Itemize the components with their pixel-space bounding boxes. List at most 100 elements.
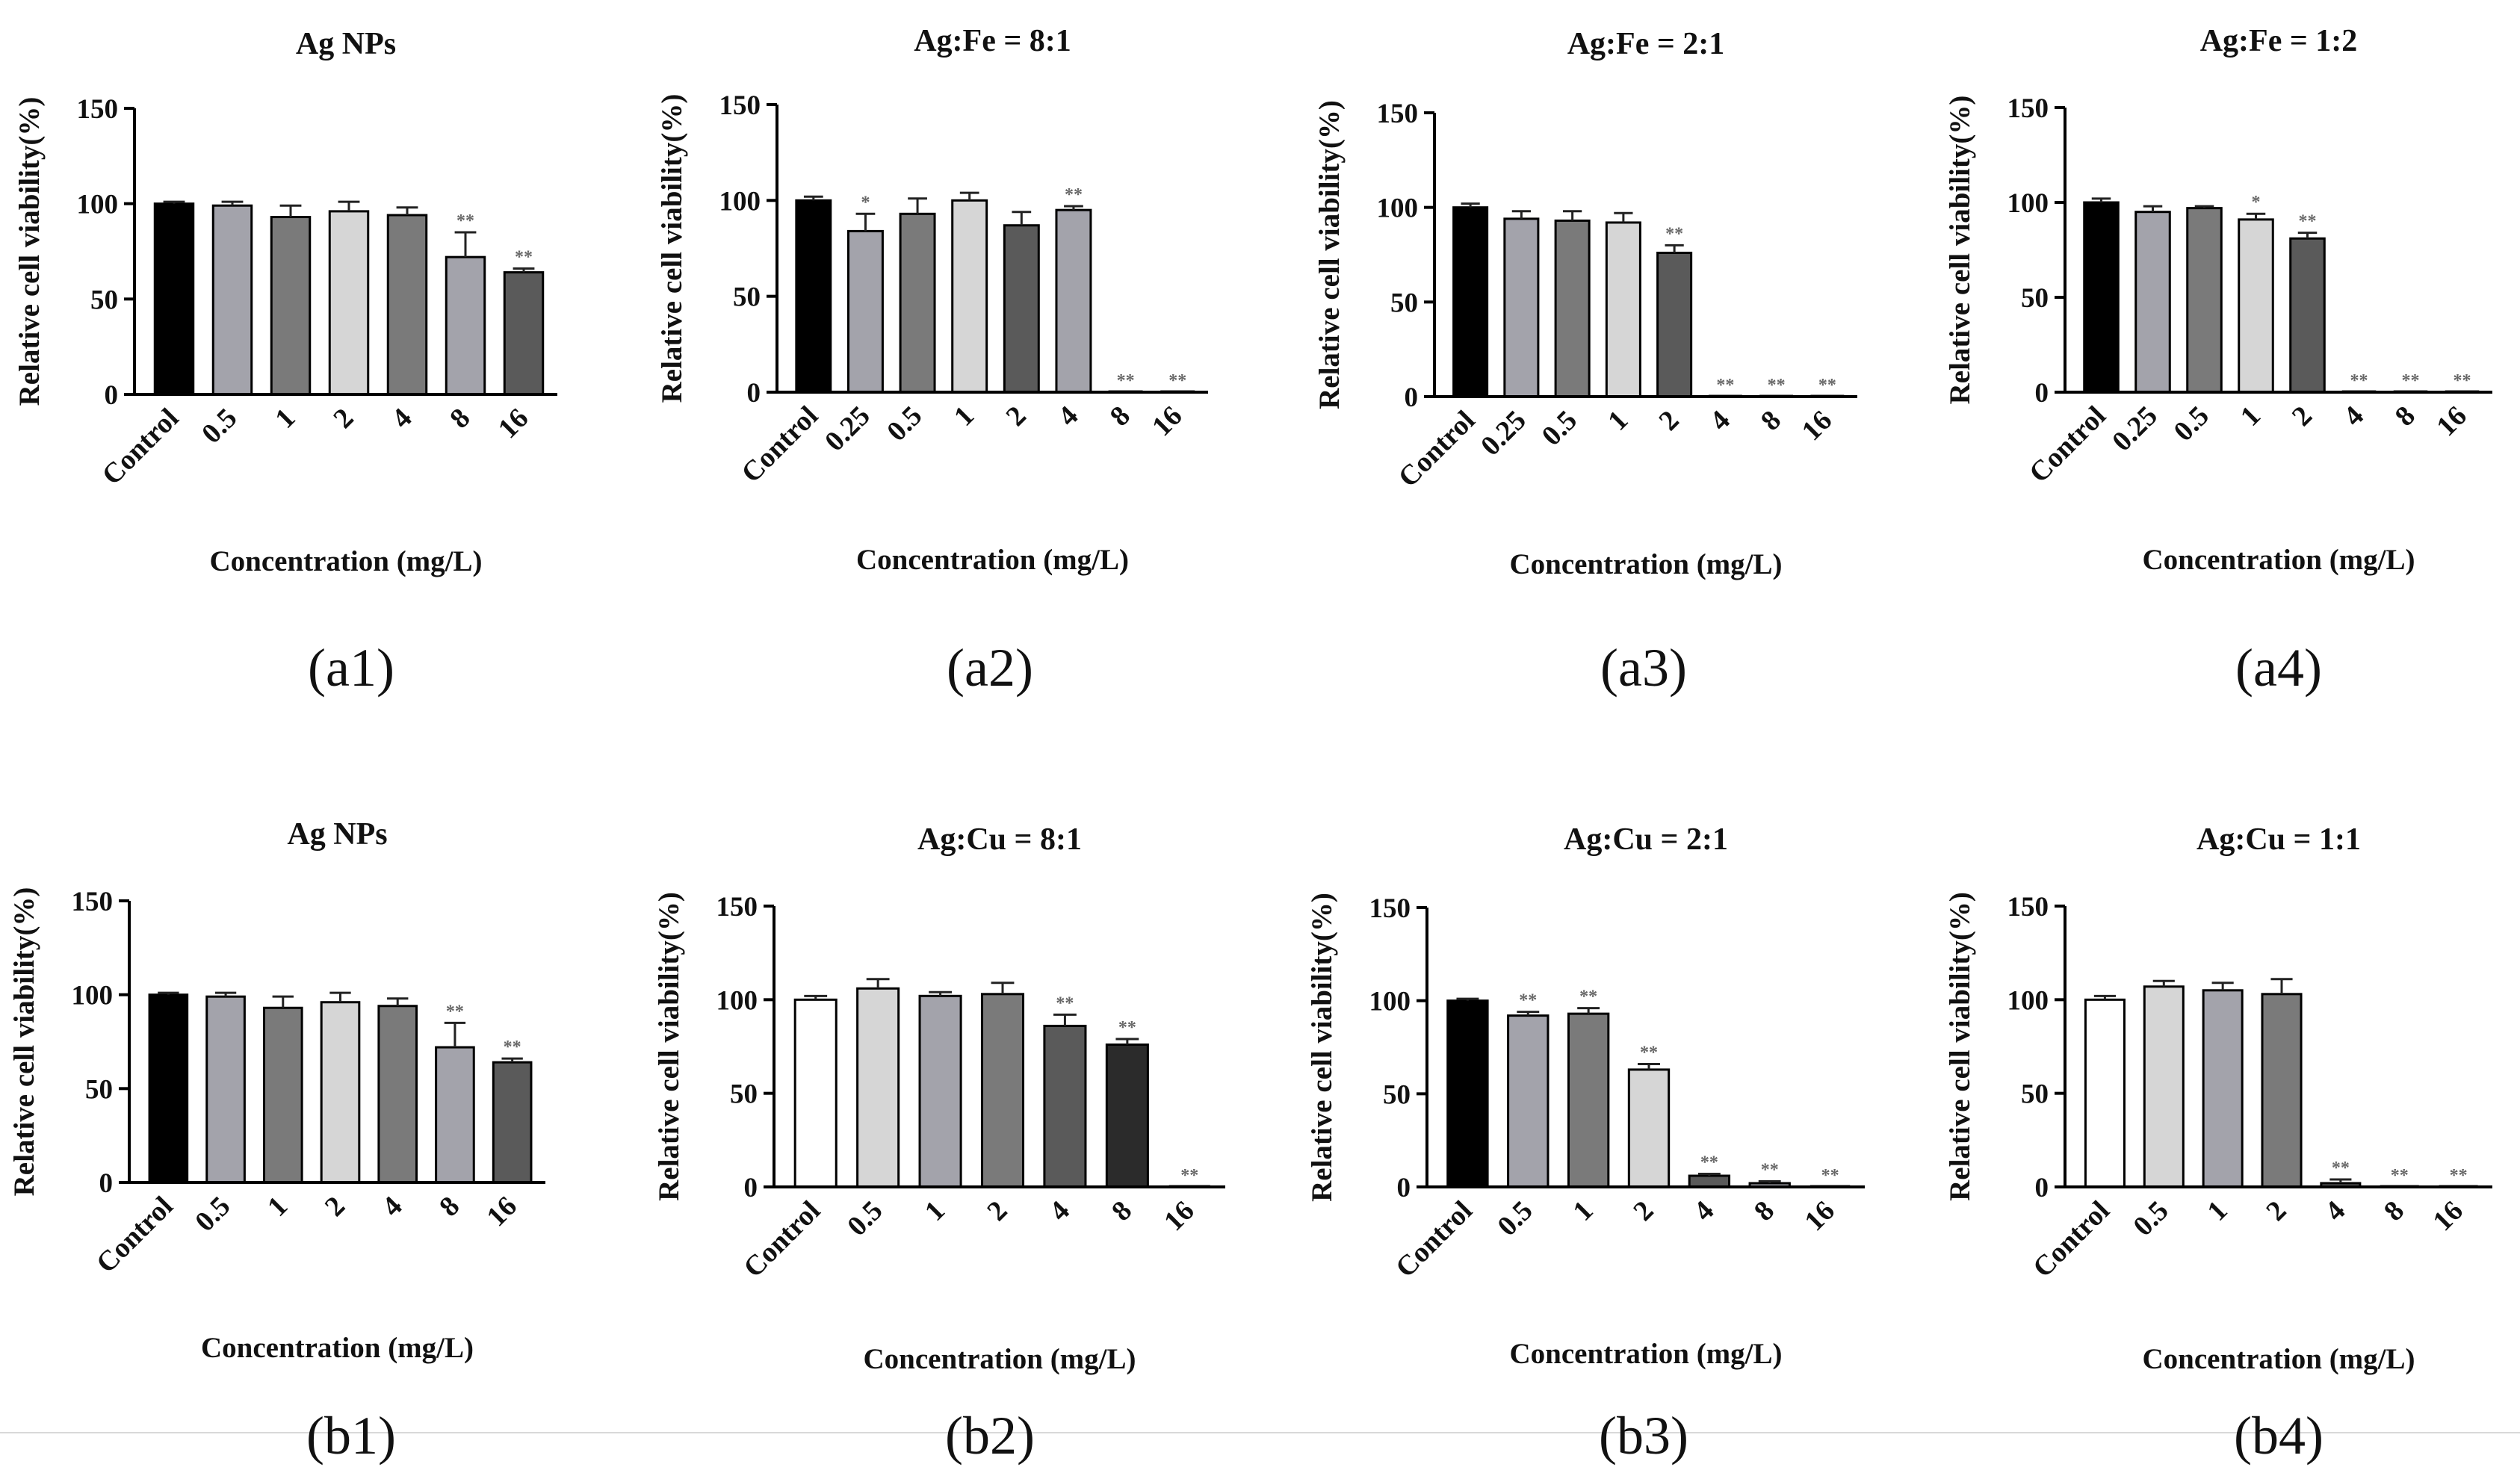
y-tick-label: 50 [730,1079,758,1110]
x-tick-label: Control [2023,400,2112,489]
chart-title: Ag:Cu = 1:1 [2197,822,2361,857]
x-tick-label: 1 [2235,400,2267,432]
x-tick-label: 0.25 [1475,405,1532,462]
bar-Control [148,993,189,1184]
x-tick-label: 2 [1653,405,1685,437]
x-axis-label: Concentration (mg/L) [2142,544,2415,576]
x-tick-label: Control [737,1195,826,1284]
significance-mark: ** [456,211,474,231]
panel-tag: (a1) [308,638,394,698]
x-tick-label: 8 [2378,1195,2410,1227]
x-tick-label: 4 [1688,1195,1720,1227]
significance-mark: ** [2454,371,2471,391]
x-tick-label: 0.5 [2127,1195,2174,1242]
x-tick-label: 16 [480,1191,523,1233]
bar-1 [270,216,312,396]
y-axis-label: Relative cell viability(%) [8,887,40,1197]
y-axis-label: Relative cell viability(%) [1944,96,1976,405]
significance-mark: ** [1579,987,1597,1007]
bar-0.25 [846,229,884,394]
bar-0.5 [856,987,900,1188]
significance-mark: ** [2350,371,2368,391]
bar-4 [386,214,428,396]
x-tick-label: 2 [327,403,359,435]
y-tick-label: 100 [2007,188,2049,219]
y-tick-label: 0 [744,1173,758,1203]
y-tick-label: 50 [90,285,118,315]
x-tick-label: 8 [2389,400,2421,432]
y-tick-label: 150 [1377,99,1419,129]
y-axis-label: Relative cell viability(%) [653,892,685,1201]
x-axis-label: Concentration (mg/L) [209,545,482,577]
significance-mark: ** [1700,1153,1718,1173]
chart-title: Ag NPs [296,27,396,61]
x-tick-label: 1 [2201,1195,2233,1227]
y-tick-label: 0 [1405,382,1419,413]
significance-mark: ** [2299,212,2317,232]
x-tick-label: 0.5 [189,1191,236,1238]
y-tick-label: 100 [716,985,758,1016]
x-tick-label: Control [735,400,824,489]
y-tick-label: 150 [77,94,119,125]
bar-2 [2261,993,2303,1188]
chart-title: Ag NPs [287,817,387,852]
significance-mark: ** [1818,376,1836,395]
y-tick-label: 150 [716,892,758,923]
x-tick-label: 4 [2319,1195,2351,1227]
significance-mark: ** [504,1038,521,1057]
significance-mark: ** [1761,1161,1779,1180]
panel-tag: (b4) [2234,1406,2324,1466]
y-tick-label: 100 [77,190,119,220]
bar-0.5 [1507,1014,1550,1188]
x-tick-label: Control [1390,1195,1479,1284]
significance-mark: ** [1716,376,1734,395]
bar-0.5 [211,204,253,396]
y-tick-label: 50 [733,282,761,313]
significance-mark: ** [1665,224,1683,244]
y-tick-label: 50 [85,1074,113,1105]
chart-title: Ag:Fe = 2:1 [1567,27,1725,61]
x-axis-label: Concentration (mg/L) [1509,1338,1782,1370]
y-axis-label: Relative cell viability(%) [1313,100,1346,409]
y-tick-label: 100 [1369,987,1411,1017]
y-tick-label: 0 [99,1168,114,1199]
bar-2 [1627,1068,1671,1188]
y-tick-label: 50 [1383,1079,1411,1110]
bar-16 [492,1061,533,1184]
significance-mark: ** [1519,991,1537,1011]
bar-2 [1003,224,1040,394]
chart-panel-b3: Ag:Cu = 2:1 Control ** 0.5 ** 1 ** 2 ** 4 ** 8 ** 16 0… [1306,822,1865,1466]
bar-8 [435,1046,475,1184]
chart-title: Ag:Cu = 8:1 [917,822,1082,857]
x-tick-label: 0.5 [841,1195,888,1242]
y-tick-label: 150 [72,887,114,917]
significance-mark: ** [2332,1159,2350,1178]
significance-mark: ** [1821,1166,1839,1185]
x-tick-label: 16 [2430,400,2473,443]
significance-mark: ** [1056,993,1074,1013]
x-tick-label: 8 [1104,400,1136,432]
y-tick-label: 0 [747,378,761,409]
bar-Control [1452,206,1489,398]
y-axis-label: Relative cell viability(%) [1944,892,1976,1201]
bar-Control [153,202,195,396]
bar-2 [320,1001,361,1184]
x-tick-label: 2 [1000,400,1033,432]
x-tick-label: 1 [948,400,980,432]
x-tick-label: 16 [492,403,535,445]
x-tick-label: 0.25 [819,400,876,458]
x-tick-label: 2 [981,1195,1013,1227]
chart-panel-a2: Ag:Fe = 8:1 Control * 0.25 0.5 1 2 ** 4 ** 8 ** 16 0 5… [656,24,1208,698]
x-axis-label: Concentration (mg/L) [863,1343,1136,1375]
bar-1 [2238,218,2274,394]
significance-mark: ** [1168,371,1186,391]
x-axis-label: Concentration (mg/L) [856,544,1129,576]
bar-0.25 [1503,217,1540,398]
bar-Control [795,199,832,394]
bar-0.5 [2186,207,2223,394]
y-axis-label: Relative cell viability(%) [13,97,46,406]
x-tick-label: 16 [1798,1195,1841,1238]
significance-mark: ** [2391,1166,2409,1185]
bar-1 [918,994,962,1188]
y-axis-label: Relative cell viability(%) [656,94,688,403]
